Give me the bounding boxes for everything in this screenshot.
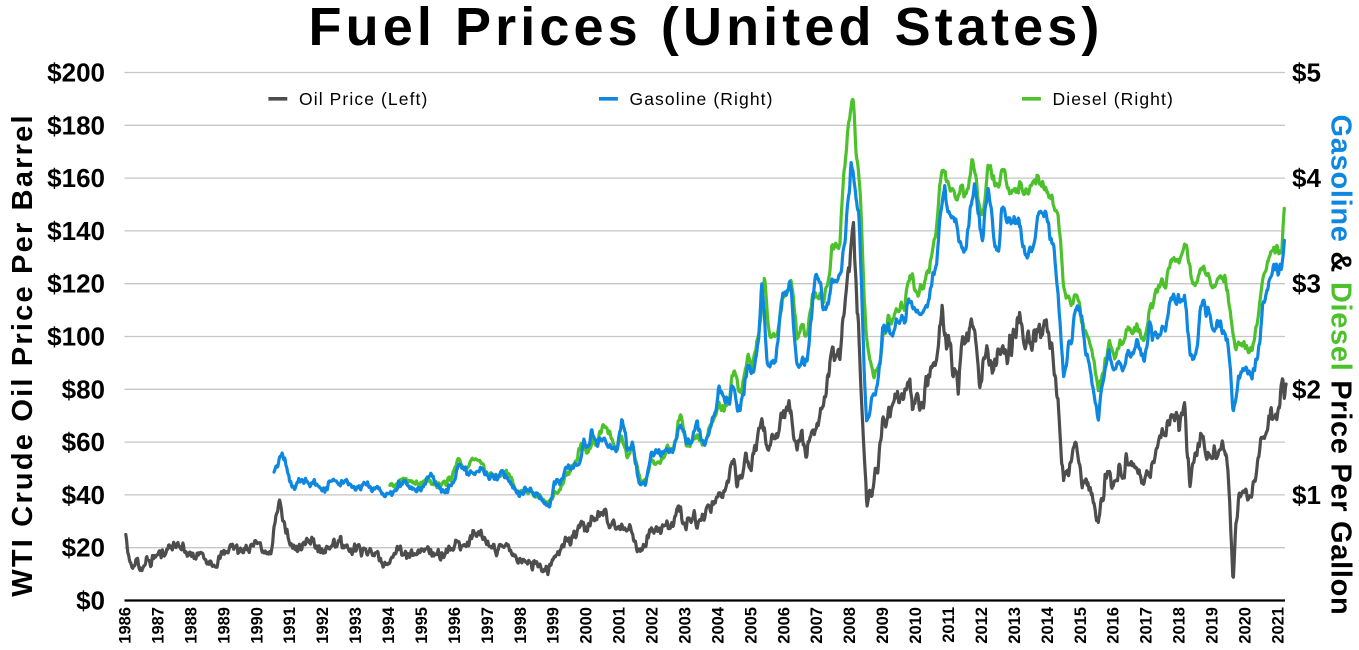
svg-text:2014: 2014 [1039, 606, 1057, 644]
svg-text:1993: 1993 [347, 607, 365, 644]
svg-text:2013: 2013 [1006, 607, 1024, 644]
svg-text:$60: $60 [62, 427, 105, 457]
svg-text:2021: 2021 [1269, 607, 1287, 644]
svg-text:Gasoline (Right): Gasoline (Right) [630, 89, 774, 109]
svg-text:2002: 2002 [644, 607, 662, 644]
svg-text:$180: $180 [47, 110, 105, 140]
svg-text:2018: 2018 [1171, 607, 1189, 644]
svg-text:2011: 2011 [940, 607, 958, 643]
svg-text:$1: $1 [1292, 480, 1321, 510]
svg-text:$4: $4 [1292, 163, 1321, 193]
svg-text:2000: 2000 [578, 607, 596, 644]
svg-text:2020: 2020 [1237, 607, 1255, 644]
svg-text:$140: $140 [47, 216, 105, 246]
svg-text:1996: 1996 [446, 607, 464, 644]
svg-text:$2: $2 [1292, 374, 1321, 404]
svg-text:2017: 2017 [1138, 607, 1156, 644]
svg-text:1999: 1999 [545, 607, 563, 644]
svg-text:2008: 2008 [841, 607, 859, 644]
svg-text:1990: 1990 [248, 607, 266, 644]
svg-text:2003: 2003 [677, 607, 695, 644]
svg-text:2016: 2016 [1105, 607, 1123, 644]
svg-text:Oil Price (Left): Oil Price (Left) [299, 89, 428, 109]
svg-text:2001: 2001 [611, 607, 629, 644]
svg-text:$120: $120 [47, 269, 105, 299]
svg-text:$40: $40 [62, 480, 105, 510]
svg-text:$20: $20 [62, 533, 105, 563]
svg-text:2005: 2005 [742, 607, 760, 644]
svg-text:1986: 1986 [117, 607, 135, 644]
svg-text:1991: 1991 [281, 607, 299, 644]
svg-text:$80: $80 [62, 374, 105, 404]
svg-text:$0: $0 [76, 586, 105, 616]
svg-text:Fuel Prices (United States): Fuel Prices (United States) [309, 0, 1104, 57]
svg-text:2015: 2015 [1072, 607, 1090, 644]
svg-text:1995: 1995 [413, 607, 431, 644]
svg-text:1989: 1989 [215, 607, 233, 644]
svg-text:1988: 1988 [182, 607, 200, 644]
svg-text:$100: $100 [47, 322, 105, 352]
svg-text:$5: $5 [1292, 58, 1321, 88]
svg-text:1987: 1987 [149, 607, 167, 644]
svg-text:$3: $3 [1292, 269, 1321, 299]
svg-text:2007: 2007 [808, 607, 826, 644]
svg-text:1998: 1998 [512, 607, 530, 644]
svg-text:2006: 2006 [775, 607, 793, 644]
svg-text:WTI Crude Oil Price Per Barrel: WTI Crude Oil Price Per Barrel [7, 113, 39, 596]
svg-text:Gasoline & Diesel Price Per Ga: Gasoline & Diesel Price Per Gallon [1325, 115, 1357, 616]
svg-text:$200: $200 [47, 58, 105, 88]
svg-text:1994: 1994 [380, 606, 398, 644]
svg-text:2004: 2004 [709, 606, 727, 644]
svg-text:2010: 2010 [907, 607, 925, 644]
svg-text:1992: 1992 [314, 607, 332, 644]
svg-text:1997: 1997 [479, 607, 497, 644]
svg-text:Diesel (Right): Diesel (Right) [1053, 89, 1174, 109]
svg-text:2009: 2009 [874, 607, 892, 644]
svg-text:$160: $160 [47, 163, 105, 193]
svg-text:2019: 2019 [1204, 607, 1222, 644]
svg-text:2012: 2012 [973, 607, 991, 644]
